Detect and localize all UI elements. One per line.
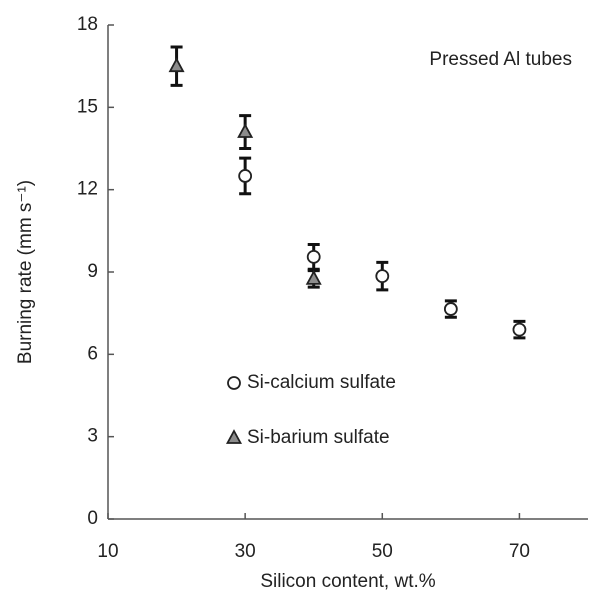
point: [306, 250, 321, 264]
annotation: Pressed Al tubes: [429, 49, 572, 70]
legend-label: Si-calcium sulfate: [247, 372, 396, 393]
y-tick-label: 12: [77, 179, 98, 200]
point: [305, 269, 322, 285]
point: [168, 57, 185, 73]
legend-marker: [225, 429, 243, 444]
y-tick-label: 15: [77, 96, 98, 117]
x-axis-label: Silicon content, wt.%: [260, 571, 435, 592]
legend-marker: [227, 376, 241, 390]
point: [443, 302, 458, 316]
y-tick-label: 3: [87, 426, 98, 447]
y-tick-label: 0: [87, 508, 98, 529]
point: [237, 123, 254, 138]
x-tick-label: 30: [235, 541, 256, 562]
y-tick-label: 9: [87, 261, 98, 282]
point: [512, 322, 527, 337]
point: [238, 169, 253, 183]
y-axis-label: Burning rate (mm s⁻¹): [15, 180, 36, 364]
x-tick-label: 70: [509, 541, 530, 562]
y-tick-label: 18: [77, 14, 98, 35]
x-tick-label: 50: [372, 541, 393, 562]
y-tick-label: 6: [87, 343, 98, 364]
legend-label: Si-barium sulfate: [247, 427, 390, 448]
x-tick-label: 10: [97, 541, 118, 562]
point: [375, 269, 390, 284]
